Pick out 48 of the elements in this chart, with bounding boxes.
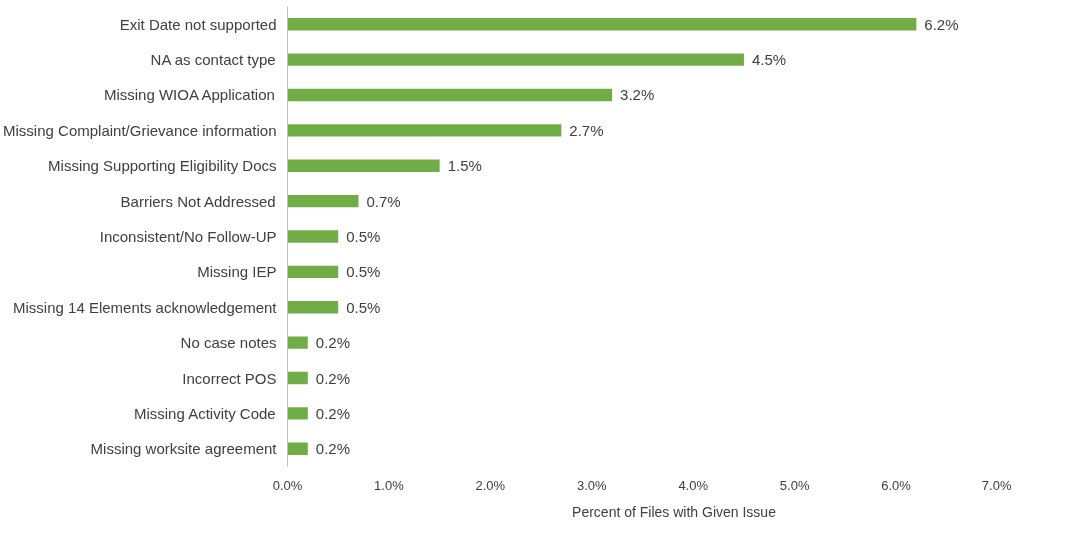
y-tick-label: NA as contact type <box>150 51 276 69</box>
data-label: 2.7% <box>569 121 604 139</box>
y-tick-label: Missing WIOA Application <box>103 86 275 104</box>
text: Percent of Files with Given Issue <box>572 504 776 520</box>
bar <box>287 301 339 314</box>
data-label: 0.5% <box>346 228 381 245</box>
data-label: 4.5% <box>751 51 787 69</box>
bar <box>287 53 744 66</box>
x-tick-label: 0.0% <box>272 477 303 493</box>
data-label: 0.7% <box>366 192 401 210</box>
y-tick-label: Missing worksite agreement <box>90 440 278 458</box>
data-label: 3.2% <box>620 86 655 104</box>
data-label: 0.2% <box>315 334 350 352</box>
y-tick-label: Missing Supporting Eligibility Docs <box>48 157 277 175</box>
bar <box>287 371 308 385</box>
x-tick-label: 3.0% <box>576 477 608 493</box>
y-tick-label: Missing IEP <box>197 263 277 281</box>
x-tick-label: 4.0% <box>678 477 709 493</box>
data-label: 0.2% <box>315 369 350 387</box>
y-tick-label: Exit Date not supported <box>119 15 277 33</box>
bar <box>287 194 359 208</box>
x-tick-label: 1.0% <box>374 477 405 493</box>
x-tick-label: 7.0% <box>981 477 1012 493</box>
x-tick-label: 6.0% <box>881 477 912 493</box>
bar <box>287 442 308 455</box>
bar <box>287 336 308 349</box>
y-tick-label: Incorrect POS <box>182 369 277 387</box>
data-label: 0.2% <box>315 440 350 458</box>
bar <box>287 88 613 102</box>
y-tick-label: Missing Activity Code <box>133 404 276 422</box>
x-tick-label: 2.0% <box>475 477 506 493</box>
bar <box>287 407 308 420</box>
bar <box>287 230 339 243</box>
bar <box>287 265 339 279</box>
bar <box>287 124 562 137</box>
data-label: 6.2% <box>924 15 959 33</box>
bar <box>287 18 917 31</box>
bar <box>287 159 440 172</box>
y-tick-label: No case notes <box>180 334 277 352</box>
data-label: 1.5% <box>447 157 482 175</box>
data-label: 0.2% <box>315 404 350 422</box>
data-label: 0.5% <box>346 298 381 316</box>
y-tick-label: Missing Complaint/Grievance information <box>3 121 277 139</box>
y-tick-label: Barriers Not Addressed <box>120 192 276 210</box>
x-tick-label: 5.0% <box>779 477 810 493</box>
y-tick-label: Inconsistent/No Follow-UP <box>99 228 277 245</box>
data-label: 0.5% <box>346 263 381 281</box>
y-tick-label: Missing 14 Elements acknowledgement <box>13 298 278 316</box>
